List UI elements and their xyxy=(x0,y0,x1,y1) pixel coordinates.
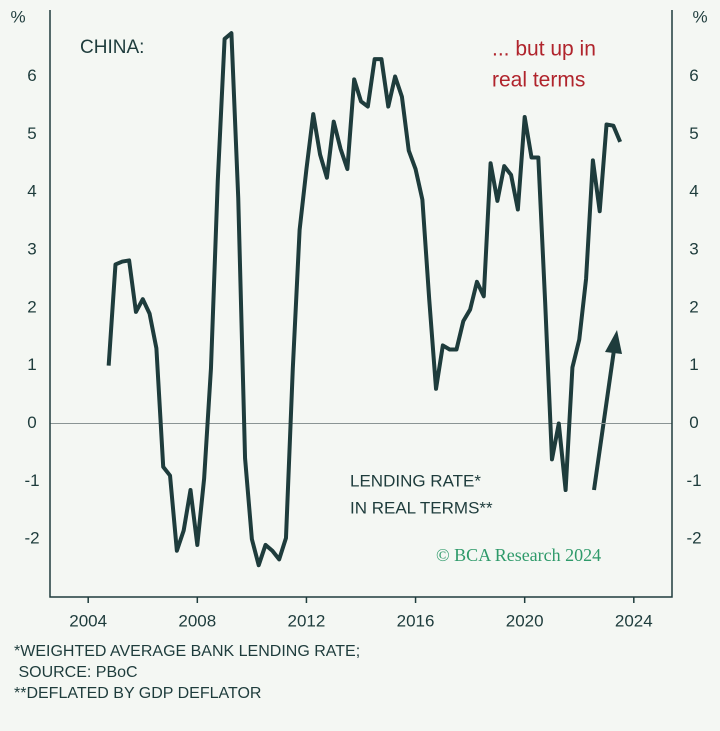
footnote: *WEIGHTED AVERAGE BANK LENDING RATE; xyxy=(14,643,360,660)
y-tick-label: 1 xyxy=(27,355,36,374)
chart-title: CHINA: xyxy=(80,37,144,58)
credit: © BCA Research 2024 xyxy=(436,545,601,565)
y2-axis-label: % xyxy=(692,7,707,26)
arrow-head xyxy=(605,330,622,354)
y-tick-label: 6 xyxy=(27,66,36,85)
x-tick-label: 2008 xyxy=(178,611,216,630)
footnote: SOURCE: PBoC xyxy=(14,664,138,681)
axis-frame xyxy=(49,10,673,598)
subtitle: ... but up in xyxy=(492,38,596,61)
y2-tick-label: 4 xyxy=(689,182,698,201)
subtitle: real terms xyxy=(492,69,585,92)
y2-tick-label: 3 xyxy=(689,239,698,258)
x-tick-label: 2024 xyxy=(615,611,653,630)
y2-tick-label: -2 xyxy=(686,529,701,548)
y-tick-label: 0 xyxy=(27,413,36,432)
y2-tick-label: 2 xyxy=(689,297,698,316)
y-tick-label: -2 xyxy=(24,529,39,548)
y-tick-label: 5 xyxy=(27,124,36,143)
arrow-shaft xyxy=(592,349,616,491)
x-tick-label: 2020 xyxy=(506,611,544,630)
y2-tick-label: 1 xyxy=(689,355,698,374)
y2-tick-label: 5 xyxy=(689,124,698,143)
y-tick-label: -1 xyxy=(24,471,39,490)
x-tick-label: 2016 xyxy=(397,611,435,630)
y2-tick-label: -1 xyxy=(686,471,701,490)
y-axis-label: % xyxy=(10,7,25,26)
annotation: IN REAL TERMS** xyxy=(350,498,493,517)
footnote: **DEFLATED BY GDP DEFLATOR xyxy=(14,685,261,702)
x-tick-label: 2004 xyxy=(69,611,107,630)
y-tick-label: 3 xyxy=(27,239,36,258)
line-series xyxy=(106,31,623,568)
annotation: LENDING RATE* xyxy=(350,471,481,490)
x-tick-label: 2012 xyxy=(288,611,326,630)
y2-tick-label: 6 xyxy=(689,66,698,85)
y-tick-label: 2 xyxy=(27,297,36,316)
y-tick-label: 4 xyxy=(27,182,36,201)
y2-tick-label: 0 xyxy=(689,413,698,432)
